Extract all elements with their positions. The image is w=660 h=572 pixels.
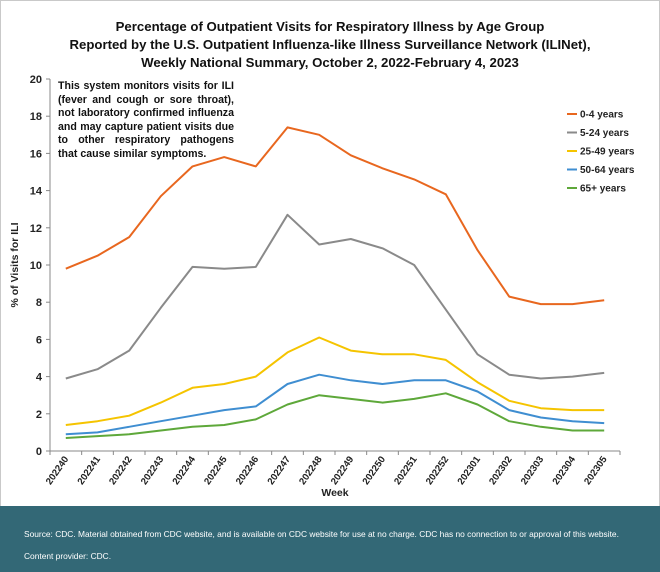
series-line-5-24-years [65, 213, 605, 380]
legend-label: 65+ years [580, 184, 626, 195]
y-tick-label: 18 [30, 111, 42, 123]
legend-label: 25-49 years [580, 147, 635, 158]
x-tick-label: 202243 [139, 454, 166, 487]
x-tick-label: 202248 [297, 454, 325, 487]
chart-series [65, 126, 605, 439]
series-line-0-4-years [65, 126, 605, 306]
x-tick-label: 202301 [456, 454, 484, 487]
x-tick-label: 202252 [424, 454, 451, 487]
x-tick-label: 202251 [392, 454, 420, 487]
chart-title-line-3: Weekly National Summary, October 2, 2022… [141, 55, 519, 70]
x-tick-label: 202242 [107, 454, 134, 487]
x-tick-label: 202240 [44, 454, 71, 487]
y-tick-label: 6 [36, 334, 42, 346]
y-tick-label: 2 [36, 409, 42, 421]
y-tick-label: 0 [36, 446, 42, 458]
x-tick-label: 202245 [202, 454, 230, 487]
x-tick-label: 202304 [551, 454, 579, 487]
y-tick-label: 10 [30, 260, 42, 272]
x-tick-label: 202303 [519, 454, 546, 487]
legend-label: 5-24 years [580, 128, 629, 139]
footer: Source: CDC. Material obtained from CDC … [0, 506, 660, 572]
x-tick-label: 202250 [361, 454, 388, 487]
chart-title-line-1: Percentage of Outpatient Visits for Resp… [115, 19, 545, 34]
y-tick-label: 16 [30, 148, 42, 160]
chart-title: Percentage of Outpatient Visits for Resp… [0, 18, 660, 72]
chart-legend: 0-4 years 5-24 years 25-49 years 50-64 year… [567, 110, 635, 195]
y-tick-label: 8 [36, 297, 42, 309]
chart-annotation: This system monitors visits for ILI (fev… [58, 80, 234, 160]
x-tick-label: 202246 [234, 454, 261, 487]
y-axis-title: % of Visits for ILI [9, 222, 21, 307]
chart-title-line-2: Reported by the U.S. Outpatient Influenz… [69, 37, 591, 52]
footer-provider: Content provider: CDC. [24, 551, 112, 561]
series-line-65-years [65, 392, 605, 439]
y-tick-label: 4 [36, 372, 43, 384]
x-tick-label: 202302 [487, 454, 514, 487]
x-tick-label: 202241 [76, 454, 104, 487]
y-tick-label: 14 [30, 186, 43, 198]
x-tick-label: 202305 [582, 454, 610, 487]
footer-source: Source: CDC. Material obtained from CDC … [24, 529, 619, 539]
legend-label: 0-4 years [580, 110, 624, 121]
x-tick-label: 202249 [329, 454, 356, 487]
x-tick-label: 202244 [171, 454, 199, 487]
x-tick-label: 202247 [266, 454, 293, 487]
series-line-50-64-years [65, 373, 605, 436]
y-tick-label: 12 [30, 223, 42, 235]
series-line-25-49-years [65, 336, 605, 426]
legend-label: 50-64 years [580, 165, 635, 176]
y-tick-label: 20 [30, 74, 42, 86]
x-axis-title: Week [321, 487, 348, 499]
